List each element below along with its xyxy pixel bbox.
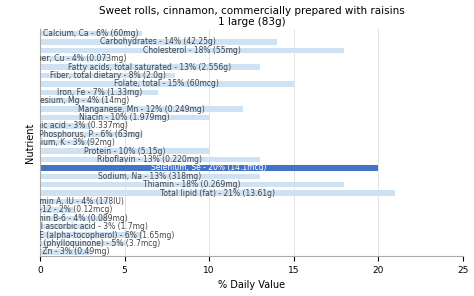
- Y-axis label: Nutrient: Nutrient: [25, 123, 35, 163]
- Text: Fiber, total dietary - 8% (2.0g): Fiber, total dietary - 8% (2.0g): [50, 71, 165, 80]
- Bar: [40, 123, 91, 129]
- Bar: [40, 232, 142, 238]
- Bar: [40, 39, 277, 45]
- Bar: [40, 132, 142, 137]
- Text: Vitamin B-12 - 2% (0.12mcg): Vitamin B-12 - 2% (0.12mcg): [2, 205, 112, 215]
- Bar: [40, 224, 91, 229]
- Bar: [40, 157, 260, 162]
- Text: Vitamin E (alpha-tocopherol) - 6% (1.65mg): Vitamin E (alpha-tocopherol) - 6% (1.65m…: [7, 231, 174, 240]
- Bar: [40, 31, 142, 36]
- Text: Vitamin B-6 - 4% (0.089mg): Vitamin B-6 - 4% (0.089mg): [20, 214, 127, 223]
- Text: Magnesium, Mg - 4% (14mg): Magnesium, Mg - 4% (14mg): [19, 96, 129, 105]
- Bar: [40, 73, 175, 78]
- Bar: [40, 207, 74, 213]
- Text: Protein - 10% (5.15g): Protein - 10% (5.15g): [84, 147, 165, 156]
- Bar: [40, 65, 260, 70]
- Bar: [40, 140, 91, 145]
- Text: Total lipid (fat) - 21% (13.61g): Total lipid (fat) - 21% (13.61g): [160, 189, 275, 198]
- Text: Thiamin - 18% (0.269mg): Thiamin - 18% (0.269mg): [144, 180, 241, 189]
- Text: Copper, Cu - 4% (0.073mg): Copper, Cu - 4% (0.073mg): [22, 54, 126, 63]
- Bar: [40, 56, 108, 62]
- Text: Selenium, Se - 20% (14.1mcg): Selenium, Se - 20% (14.1mcg): [151, 163, 267, 173]
- Bar: [40, 199, 108, 204]
- Text: Vitamin C, total ascorbic acid - 3% (1.7mg): Vitamin C, total ascorbic acid - 3% (1.7…: [0, 222, 148, 231]
- Text: Carbohydrates - 14% (42.25g): Carbohydrates - 14% (42.25g): [100, 37, 216, 46]
- Text: Sodium, Na - 13% (318mg): Sodium, Na - 13% (318mg): [98, 172, 201, 181]
- Text: Calcium, Ca - 6% (60mg): Calcium, Ca - 6% (60mg): [43, 29, 138, 38]
- Text: Manganese, Mn - 12% (0.249mg): Manganese, Mn - 12% (0.249mg): [78, 105, 205, 114]
- Title: Sweet rolls, cinnamon, commercially prepared with raisins
1 large (83g): Sweet rolls, cinnamon, commercially prep…: [99, 6, 404, 27]
- Text: Zinc, Zn - 3% (0.49mg): Zinc, Zn - 3% (0.49mg): [21, 247, 109, 256]
- Bar: [40, 182, 345, 187]
- Bar: [40, 148, 209, 154]
- Text: Vitamin K (phylloquinone) - 5% (3.7mcg): Vitamin K (phylloquinone) - 5% (3.7mcg): [4, 239, 161, 248]
- Bar: [40, 190, 395, 196]
- Bar: [40, 174, 260, 179]
- Text: Niacin - 10% (1.979mg): Niacin - 10% (1.979mg): [79, 113, 170, 122]
- Bar: [40, 241, 125, 246]
- Bar: [40, 165, 378, 171]
- Text: Fatty acids, total saturated - 13% (2.556g): Fatty acids, total saturated - 13% (2.55…: [68, 63, 231, 72]
- Bar: [40, 115, 209, 120]
- X-axis label: % Daily Value: % Daily Value: [218, 280, 285, 290]
- Text: Iron, Fe - 7% (1.33mg): Iron, Fe - 7% (1.33mg): [56, 88, 142, 97]
- Text: Folate, total - 15% (60mcg): Folate, total - 15% (60mcg): [114, 79, 219, 89]
- Text: Phosphorus, P - 6% (63mg): Phosphorus, P - 6% (63mg): [39, 130, 143, 139]
- Bar: [40, 106, 243, 112]
- Text: Pantothenic acid - 3% (0.337mg): Pantothenic acid - 3% (0.337mg): [2, 121, 128, 131]
- Bar: [40, 249, 91, 255]
- Bar: [40, 215, 108, 221]
- Bar: [40, 90, 158, 95]
- Text: Potassium, K - 3% (92mg): Potassium, K - 3% (92mg): [16, 138, 115, 147]
- Bar: [40, 48, 345, 53]
- Bar: [40, 98, 108, 104]
- Text: Riboflavin - 13% (0.220mg): Riboflavin - 13% (0.220mg): [98, 155, 202, 164]
- Text: Vitamin A, IU - 4% (178IU): Vitamin A, IU - 4% (178IU): [24, 197, 124, 206]
- Bar: [40, 81, 294, 87]
- Text: Cholesterol - 18% (55mg): Cholesterol - 18% (55mg): [143, 46, 241, 55]
